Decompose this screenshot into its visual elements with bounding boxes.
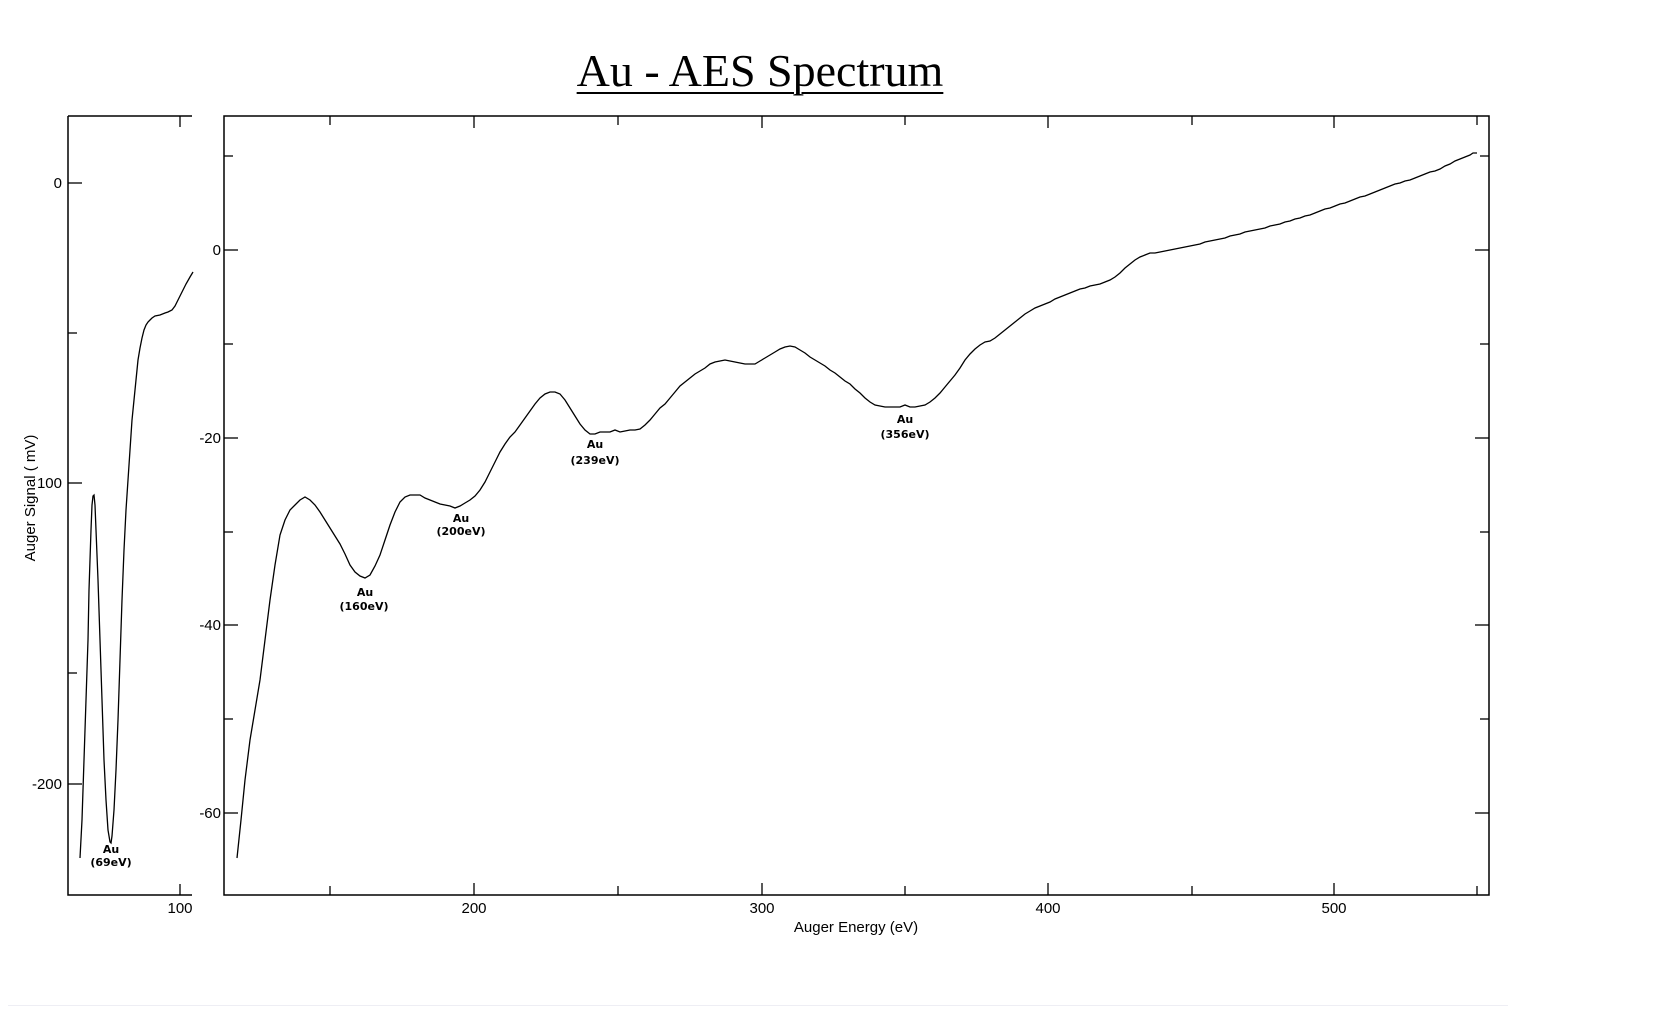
left-y-ticks: [68, 116, 181, 895]
main-y-tick-label: -40: [199, 617, 221, 634]
left-y-tick-label: 100: [37, 475, 62, 492]
peak-annotation-energy: (200eV): [437, 525, 486, 538]
x-axis-label: Auger Energy (eV): [794, 919, 918, 936]
left-y-tick-label: -200: [32, 776, 62, 793]
main-x-tick-label: 200: [461, 900, 486, 917]
main-x-ticks: [329, 116, 1478, 895]
main-panel-frame: [223, 115, 1490, 896]
peak-annotation-energy: (356eV): [881, 428, 930, 441]
main-spectrum-line: [236, 152, 1477, 859]
main-y-tick-label: -60: [199, 805, 221, 822]
peak-annotation-element: Au: [103, 843, 119, 856]
peak-annotation-element: Au: [897, 413, 913, 426]
left-panel: 0 100 -200 100 Auger Signal ( mV) Au (69…: [22, 115, 194, 917]
main-y-ticks: [224, 155, 1489, 814]
chart-title: Au - AES Spectrum: [576, 45, 944, 96]
main-panel: 0 -20 -40 -60 200 300 400 500 Auger Ener…: [199, 115, 1490, 936]
left-panel-frame: [67, 115, 192, 896]
main-x-tick-label: 500: [1321, 900, 1346, 917]
peak-annotation-element: Au: [587, 438, 603, 451]
main-x-tick-label: 300: [749, 900, 774, 917]
main-y-tick-label: 0: [213, 242, 221, 259]
peak-annotation-energy: (69eV): [90, 856, 131, 869]
peak-annotation-energy: (160eV): [340, 600, 389, 613]
bottom-divider: [8, 1005, 1508, 1006]
peak-annotation-element: Au: [453, 512, 469, 525]
main-y-tick-label: -20: [199, 430, 221, 447]
left-x-tick-label: 100: [167, 900, 192, 917]
left-spectrum-line: [79, 271, 194, 859]
peak-annotation-element: Au: [357, 586, 373, 599]
y-axis-label: Auger Signal ( mV): [22, 435, 39, 562]
peak-annotation-energy: (239eV): [571, 454, 620, 467]
main-x-tick-label: 400: [1035, 900, 1060, 917]
left-y-tick-label: 0: [54, 175, 62, 192]
